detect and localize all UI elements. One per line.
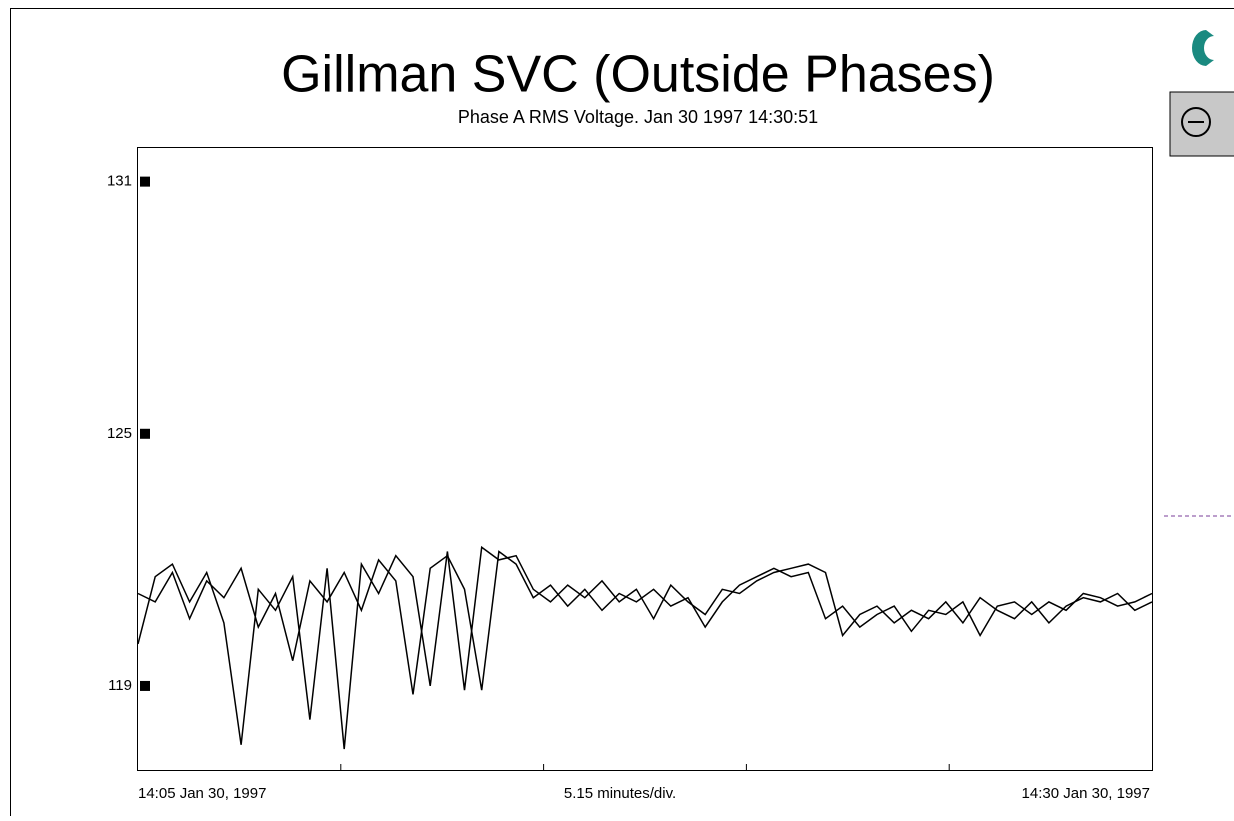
chart-subtitle: Phase A RMS Voltage. Jan 30 1997 14:30:5… — [458, 107, 818, 127]
y-tick-mark — [140, 177, 150, 187]
zoom-out-button[interactable] — [1170, 92, 1234, 156]
plot-area — [138, 148, 1153, 771]
y-tick-label: 119 — [108, 677, 132, 694]
chart-title: Gillman SVC (Outside Phases) — [281, 46, 995, 104]
y-tick-mark — [140, 681, 150, 691]
y-tick-label: 125 — [107, 425, 132, 442]
y-tick-mark — [140, 429, 150, 439]
x-label: 14:30 Jan 30, 1997 — [1022, 785, 1150, 802]
x-label: 14:05 Jan 30, 1997 — [138, 785, 266, 802]
x-label: 5.15 minutes/div. — [564, 785, 676, 802]
y-tick-label: 131 — [107, 173, 132, 190]
